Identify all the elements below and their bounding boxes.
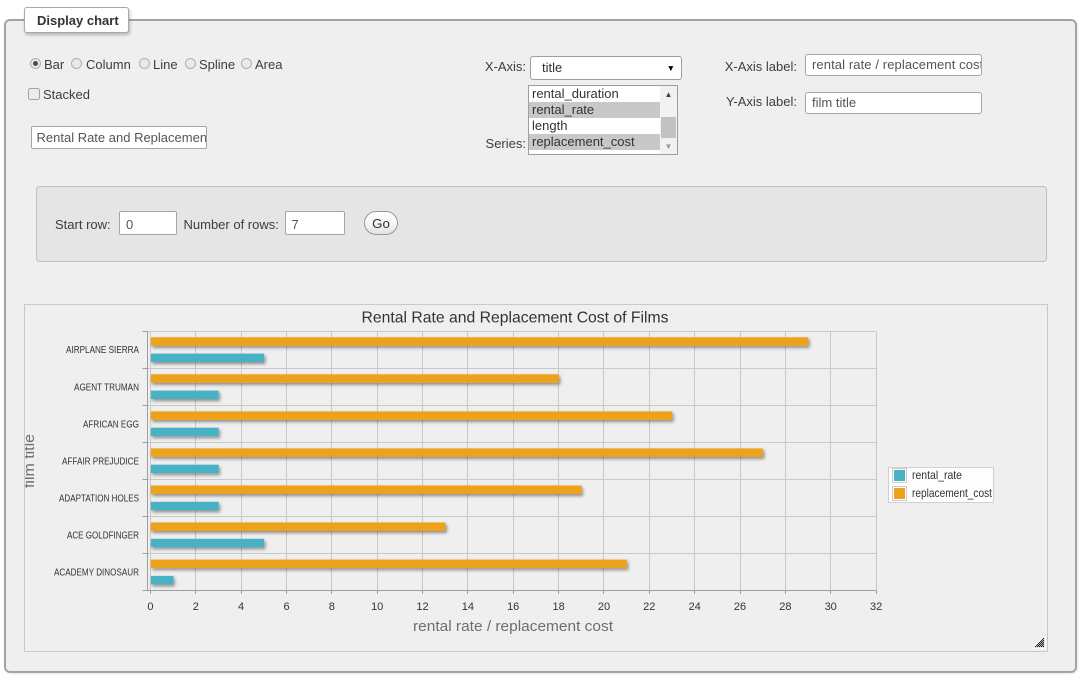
svg-text:10: 10 <box>371 601 383 613</box>
svg-text:20: 20 <box>598 601 610 613</box>
svg-text:ADAPTATION HOLES: ADAPTATION HOLES <box>59 493 139 504</box>
svg-text:2: 2 <box>193 601 199 613</box>
svg-text:30: 30 <box>825 601 837 613</box>
svg-text:32: 32 <box>870 601 882 613</box>
svg-text:rental rate / replacement cost: rental rate / replacement cost <box>413 618 614 635</box>
svg-text:4: 4 <box>238 601 244 613</box>
svg-text:12: 12 <box>416 601 428 613</box>
svg-text:film title: film title <box>25 434 38 488</box>
svg-text:AFFAIR PREJUDICE: AFFAIR PREJUDICE <box>62 456 139 467</box>
svg-text:16: 16 <box>507 601 519 613</box>
svg-text:24: 24 <box>689 601 701 613</box>
svg-text:ACADEMY DINOSAUR: ACADEMY DINOSAUR <box>54 568 139 579</box>
svg-text:replacement_cost: replacement_cost <box>912 486 993 500</box>
svg-text:ACE GOLDFINGER: ACE GOLDFINGER <box>67 530 139 541</box>
svg-text:Rental Rate and Replacement Co: Rental Rate and Replacement Cost of Film… <box>362 310 669 327</box>
svg-text:AIRPLANE SIERRA: AIRPLANE SIERRA <box>66 345 139 356</box>
svg-text:0: 0 <box>147 601 153 613</box>
svg-text:22: 22 <box>643 601 655 613</box>
svg-text:rental_rate: rental_rate <box>912 468 962 482</box>
svg-text:26: 26 <box>734 601 746 613</box>
svg-text:AFRICAN EGG: AFRICAN EGG <box>83 419 139 430</box>
svg-text:28: 28 <box>779 601 791 613</box>
svg-text:AGENT TRUMAN: AGENT TRUMAN <box>74 382 139 393</box>
svg-text:6: 6 <box>283 601 289 613</box>
svg-text:18: 18 <box>552 601 564 613</box>
svg-text:14: 14 <box>462 601 474 613</box>
svg-text:8: 8 <box>329 601 335 613</box>
